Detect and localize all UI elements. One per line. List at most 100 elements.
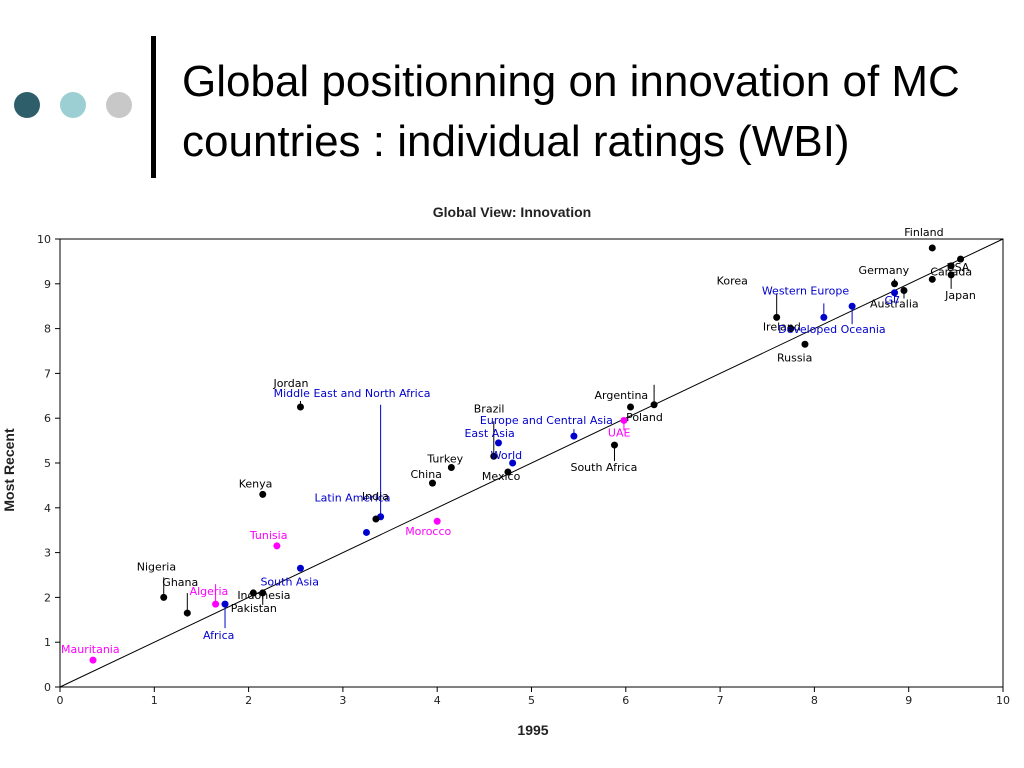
- data-point: [296, 564, 304, 572]
- slide-title: Global positionning on innovation of MC …: [182, 57, 960, 166]
- point-label: UAE: [608, 426, 631, 439]
- data-point: [296, 403, 304, 411]
- y-tick-label: 1: [44, 636, 51, 649]
- point-label: Pakistan: [231, 602, 277, 615]
- point-label: Germany: [859, 264, 910, 277]
- data-point: [160, 593, 168, 601]
- chart-background: [0, 196, 1024, 768]
- title-divider: [151, 36, 156, 178]
- x-tick-label: 4: [434, 694, 441, 707]
- point-label: Kenya: [239, 477, 273, 490]
- point-label: Mauritania: [61, 643, 120, 656]
- data-point: [259, 589, 267, 597]
- point-label: Korea: [717, 274, 748, 287]
- point-label: Latin America: [314, 491, 390, 504]
- point-label: China: [410, 468, 441, 481]
- point-label: Ireland: [763, 321, 801, 334]
- data-point: [773, 313, 781, 321]
- point-label: Morocco: [405, 525, 451, 538]
- data-point: [787, 325, 795, 333]
- y-tick-label: 8: [44, 323, 51, 336]
- point-label: Russia: [777, 351, 812, 364]
- point-label: Tunisia: [249, 529, 288, 542]
- data-point: [891, 289, 899, 297]
- x-tick-label: 7: [717, 694, 724, 707]
- point-label: Europe and Central Asia: [480, 414, 613, 427]
- data-point: [428, 479, 436, 487]
- data-point: [891, 280, 899, 288]
- data-points: FinlandUSAGermanyCanadaJapanAustraliaG7K…: [61, 226, 976, 664]
- data-point: [848, 302, 856, 310]
- x-axis-title: 1995: [517, 722, 548, 738]
- data-point: [372, 515, 380, 523]
- data-point: [947, 262, 955, 270]
- data-point: [627, 403, 635, 411]
- data-point: [650, 401, 658, 409]
- point-label: Ghana: [162, 576, 198, 589]
- point-label: World: [491, 449, 523, 462]
- x-tick-label: 6: [622, 694, 629, 707]
- y-tick-label: 6: [44, 412, 51, 425]
- data-point: [957, 255, 965, 263]
- x-tick-label: 9: [905, 694, 912, 707]
- y-tick-label: 10: [37, 233, 51, 246]
- data-point: [947, 271, 955, 279]
- point-label: Mexico: [482, 470, 521, 483]
- y-axis-title: Most Recent: [1, 428, 17, 512]
- dot-grey: [106, 92, 132, 118]
- point-label: Developed Oceania: [778, 323, 886, 336]
- data-point: [89, 656, 97, 664]
- point-label: Algeria: [190, 585, 229, 598]
- point-label: Australia: [870, 298, 919, 311]
- point-label: India: [362, 490, 389, 503]
- x-tick-label: 8: [811, 694, 818, 707]
- y-tick-label: 2: [44, 591, 51, 604]
- data-point: [928, 244, 936, 252]
- data-point: [820, 313, 828, 321]
- y-tick-label: 7: [44, 367, 51, 380]
- chart-title: Global View: Innovation: [432, 204, 592, 220]
- reference-line: [59, 238, 1004, 688]
- point-label: Africa: [203, 629, 234, 642]
- data-point: [900, 287, 908, 295]
- point-label: Western Europe: [762, 284, 850, 297]
- point-label: Middle East and North Africa: [274, 387, 431, 400]
- y-tick-label: 9: [44, 278, 51, 291]
- data-point: [620, 416, 628, 424]
- point-label: South Africa: [570, 461, 637, 474]
- chart-axes: 0 1 2 3 4 5 6 7 8 9 10 0 1 2 3 4 5 6 7 8 9 10: [37, 233, 1010, 707]
- data-point: [362, 528, 370, 536]
- dot-light-teal: [60, 92, 86, 118]
- point-label: East Asia: [464, 427, 514, 440]
- data-point: [249, 589, 257, 597]
- data-point: [273, 542, 281, 550]
- data-point: [610, 441, 618, 449]
- data-point: [570, 432, 578, 440]
- data-point: [212, 600, 220, 608]
- data-point: [494, 439, 502, 447]
- point-label: Turkey: [426, 452, 463, 465]
- y-tick-label: 5: [44, 457, 51, 470]
- x-tick-label: 5: [528, 694, 535, 707]
- point-label: Finland: [904, 226, 943, 239]
- x-tick-label: 3: [339, 694, 346, 707]
- data-point: [490, 452, 498, 460]
- data-point: [504, 468, 512, 476]
- point-label: Brazil: [474, 402, 505, 415]
- point-label: Nigeria: [137, 560, 176, 573]
- y-tick-label: 4: [44, 502, 51, 515]
- data-point: [801, 340, 809, 348]
- point-label: Jordan: [272, 377, 308, 390]
- reference-line-y-equals-x: [59, 238, 1004, 688]
- data-point: [928, 275, 936, 283]
- data-point: [259, 490, 267, 498]
- x-tick-label: 0: [57, 694, 64, 707]
- point-label: Japan: [944, 289, 976, 302]
- y-tick-label: 3: [44, 547, 51, 560]
- point-label: Argentina: [595, 389, 649, 402]
- data-point: [447, 463, 455, 471]
- data-point: [509, 459, 517, 467]
- data-point: [221, 600, 229, 608]
- dot-dark: [14, 92, 40, 118]
